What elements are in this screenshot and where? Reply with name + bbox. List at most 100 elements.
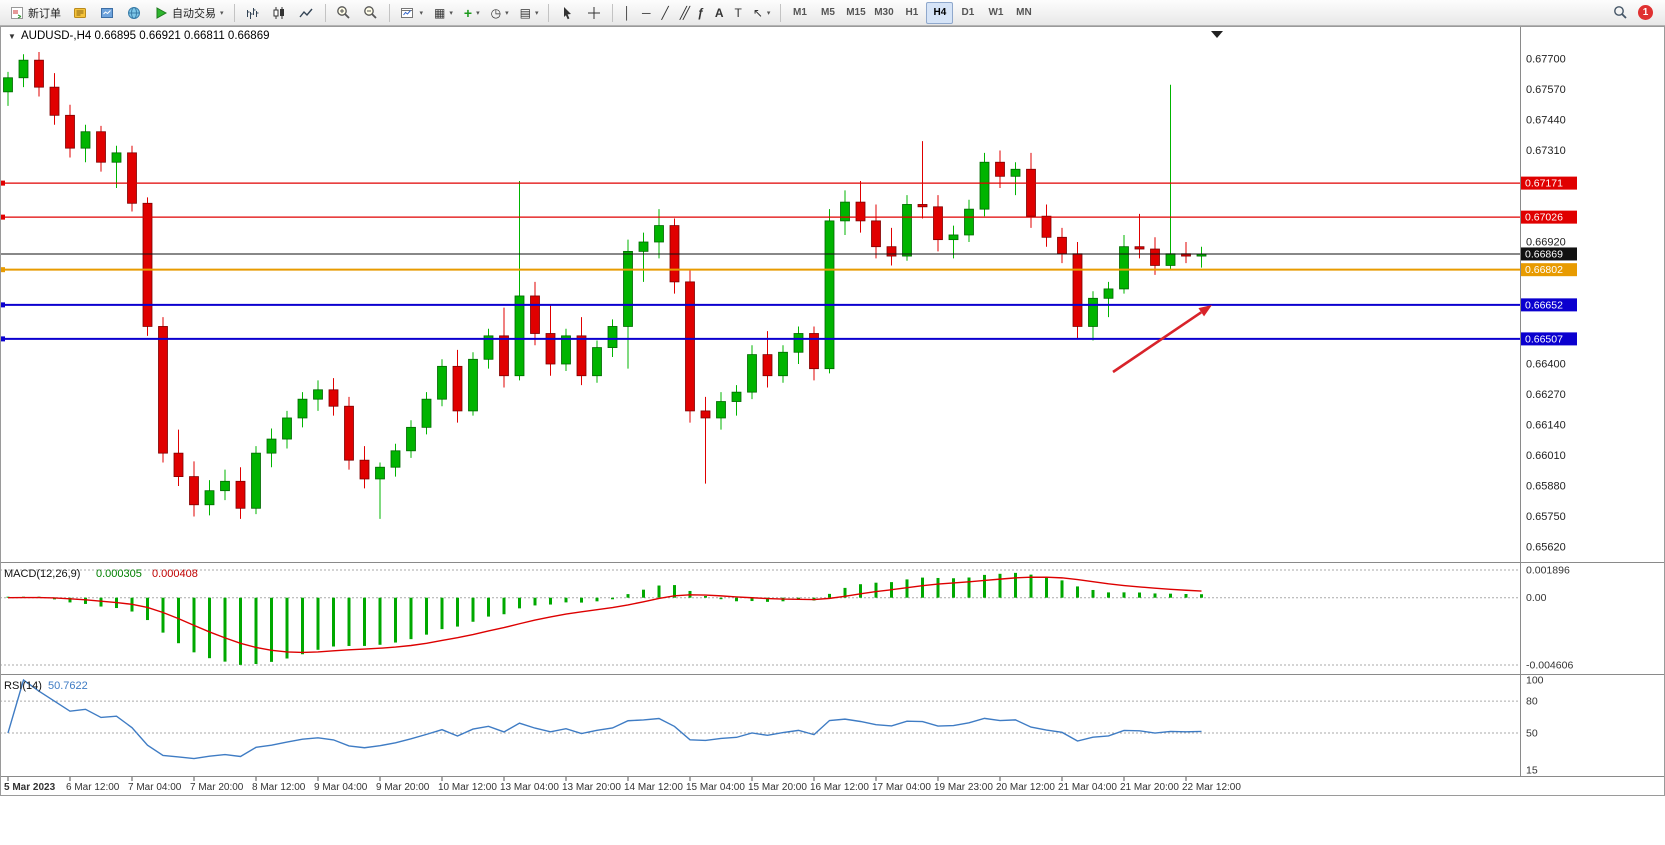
channel-icon: ╱╱ xyxy=(679,5,691,20)
price-tick-label: 0.67570 xyxy=(1526,84,1566,96)
zoom-out-icon xyxy=(363,5,379,21)
time-tick-label: 22 Mar 12:00 xyxy=(1182,782,1241,793)
candle xyxy=(251,452,261,509)
price-tick-label: 0.67700 xyxy=(1526,54,1566,66)
candle xyxy=(421,398,432,428)
new-chart-button[interactable]: ▾ xyxy=(395,2,429,24)
cursor-arrow-icon xyxy=(559,5,575,21)
candle xyxy=(1041,215,1052,238)
trendline-tool-button[interactable]: ╱ xyxy=(656,2,673,24)
search-button[interactable] xyxy=(1607,2,1633,24)
resistance-line-2-handle[interactable] xyxy=(0,214,5,220)
pivot-line-orange-handle[interactable] xyxy=(0,267,5,273)
chart-line-button[interactable] xyxy=(294,2,320,24)
terminal-icon xyxy=(99,5,115,21)
toolbar-separator xyxy=(233,3,235,22)
current-price-tag-label: 0.66869 xyxy=(1525,248,1563,260)
new-order-icon xyxy=(9,5,25,21)
current-price-tag xyxy=(1521,247,1577,261)
new-order-button[interactable]: 新订单 xyxy=(4,2,66,24)
market-depth-button[interactable] xyxy=(67,2,93,24)
toolbar-separator xyxy=(548,3,550,22)
candle xyxy=(747,354,757,393)
candle xyxy=(344,405,354,461)
candle xyxy=(220,480,230,492)
chart-window[interactable]: ▼ AUDUSD-,H4 0.66895 0.66921 0.66811 0.66… xyxy=(0,26,1665,845)
timeframe-h4-button[interactable]: H4 xyxy=(926,1,954,24)
navigator-button[interactable] xyxy=(121,2,147,24)
timeframe-d1-button[interactable]: D1 xyxy=(954,2,981,24)
candle xyxy=(49,86,60,116)
vertical-line-icon: │ xyxy=(623,5,631,20)
text-tool-button[interactable]: A xyxy=(710,2,729,24)
candle xyxy=(189,476,199,506)
candle xyxy=(375,466,385,480)
templates-button[interactable]: ▤ ▾ xyxy=(515,2,544,24)
timeframe-m1-button[interactable]: M1 xyxy=(786,2,813,24)
chart-shift-marker[interactable] xyxy=(1211,31,1223,38)
globe-icon xyxy=(126,5,142,21)
zoom-out-button[interactable] xyxy=(358,2,384,24)
candle xyxy=(313,389,323,400)
crosshair-button[interactable] xyxy=(581,2,607,24)
fibonacci-tool-button[interactable]: ƒ xyxy=(692,2,709,24)
candle xyxy=(731,391,742,402)
price-axis[interactable]: 0.67700 0.67570 0.67440 0.67310 0.66920 0.664… xyxy=(1521,54,1577,554)
label-tool-button[interactable]: T xyxy=(730,2,747,24)
channel-tool-button[interactable]: ╱╱ xyxy=(675,2,691,24)
resistance-line-1-handle[interactable] xyxy=(0,180,5,186)
price-tick-label: 0.67440 xyxy=(1526,114,1566,126)
candle xyxy=(452,365,463,412)
candle xyxy=(762,354,773,377)
candle xyxy=(3,77,13,93)
zoom-in-button[interactable] xyxy=(331,2,357,24)
candlestick-icon xyxy=(272,5,288,21)
indicators-plus-icon: + xyxy=(463,4,473,21)
vertical-line-tool-button[interactable]: │ xyxy=(618,2,636,24)
horizontal-line-tool-button[interactable]: ─ xyxy=(637,2,656,24)
candle xyxy=(638,241,649,252)
timeframe-m5-button[interactable]: M5 xyxy=(814,2,841,24)
candle xyxy=(995,161,1005,177)
timeframe-mn-button[interactable]: MN xyxy=(1010,2,1037,24)
candle xyxy=(871,220,881,248)
price-tick-label: 0.66270 xyxy=(1526,389,1566,401)
time-axis[interactable]: 5 Mar 2023 6 Mar 12:00 7 Mar 04:00 7 Mar 20… xyxy=(4,776,1241,793)
timeframe-h1-button[interactable]: H1 xyxy=(898,2,925,24)
chart-bars-button[interactable] xyxy=(240,2,266,24)
support-line-1-handle[interactable] xyxy=(0,302,5,308)
chart-candles-button[interactable] xyxy=(267,2,293,24)
time-tick-label: 9 Mar 04:00 xyxy=(314,782,368,793)
periods-button[interactable]: ◷ ▾ xyxy=(486,2,514,24)
candle xyxy=(1119,246,1129,290)
candle xyxy=(437,365,447,400)
candle xyxy=(917,204,928,208)
pivot-line-orange-price-tag-label: 0.66802 xyxy=(1525,264,1563,276)
macd-scale-label: 0.001896 xyxy=(1526,565,1570,577)
time-tick-label: 20 Mar 12:00 xyxy=(996,782,1055,793)
profiles-button[interactable]: ▦ ▾ xyxy=(429,2,458,24)
chart-collapse-arrow[interactable]: ▼ xyxy=(8,32,16,41)
candle xyxy=(142,202,153,327)
cursor-button[interactable] xyxy=(554,2,580,24)
candle xyxy=(34,59,44,88)
terminal-button[interactable] xyxy=(94,2,120,24)
candle xyxy=(173,452,184,478)
timeframe-m15-button[interactable]: M15 xyxy=(842,2,869,24)
resistance-line-2-price-tag-label: 0.67026 xyxy=(1525,212,1563,224)
candle xyxy=(809,333,819,370)
time-tick-label: 15 Mar 20:00 xyxy=(748,782,807,793)
template-icon: ▤ xyxy=(519,5,531,20)
arrows-tool-button[interactable]: ↖ ▾ xyxy=(748,2,776,24)
support-line-2-handle[interactable] xyxy=(0,336,5,342)
timeframe-w1-button[interactable]: W1 xyxy=(982,2,1009,24)
candle xyxy=(483,335,494,360)
trend-arrow-object[interactable] xyxy=(1112,311,1202,374)
notification-badge[interactable]: 1 xyxy=(1638,5,1653,20)
trend-arrow-head[interactable] xyxy=(1198,305,1212,317)
autotrading-button[interactable]: 自动交易 ▾ xyxy=(148,2,229,24)
chart-title: AUDUSD-,H4 0.66895 0.66921 0.66811 0.668… xyxy=(21,30,270,42)
candle xyxy=(1026,168,1036,217)
timeframe-m30-button[interactable]: M30 xyxy=(870,2,897,24)
indicators-button[interactable]: + ▾ xyxy=(459,2,485,24)
